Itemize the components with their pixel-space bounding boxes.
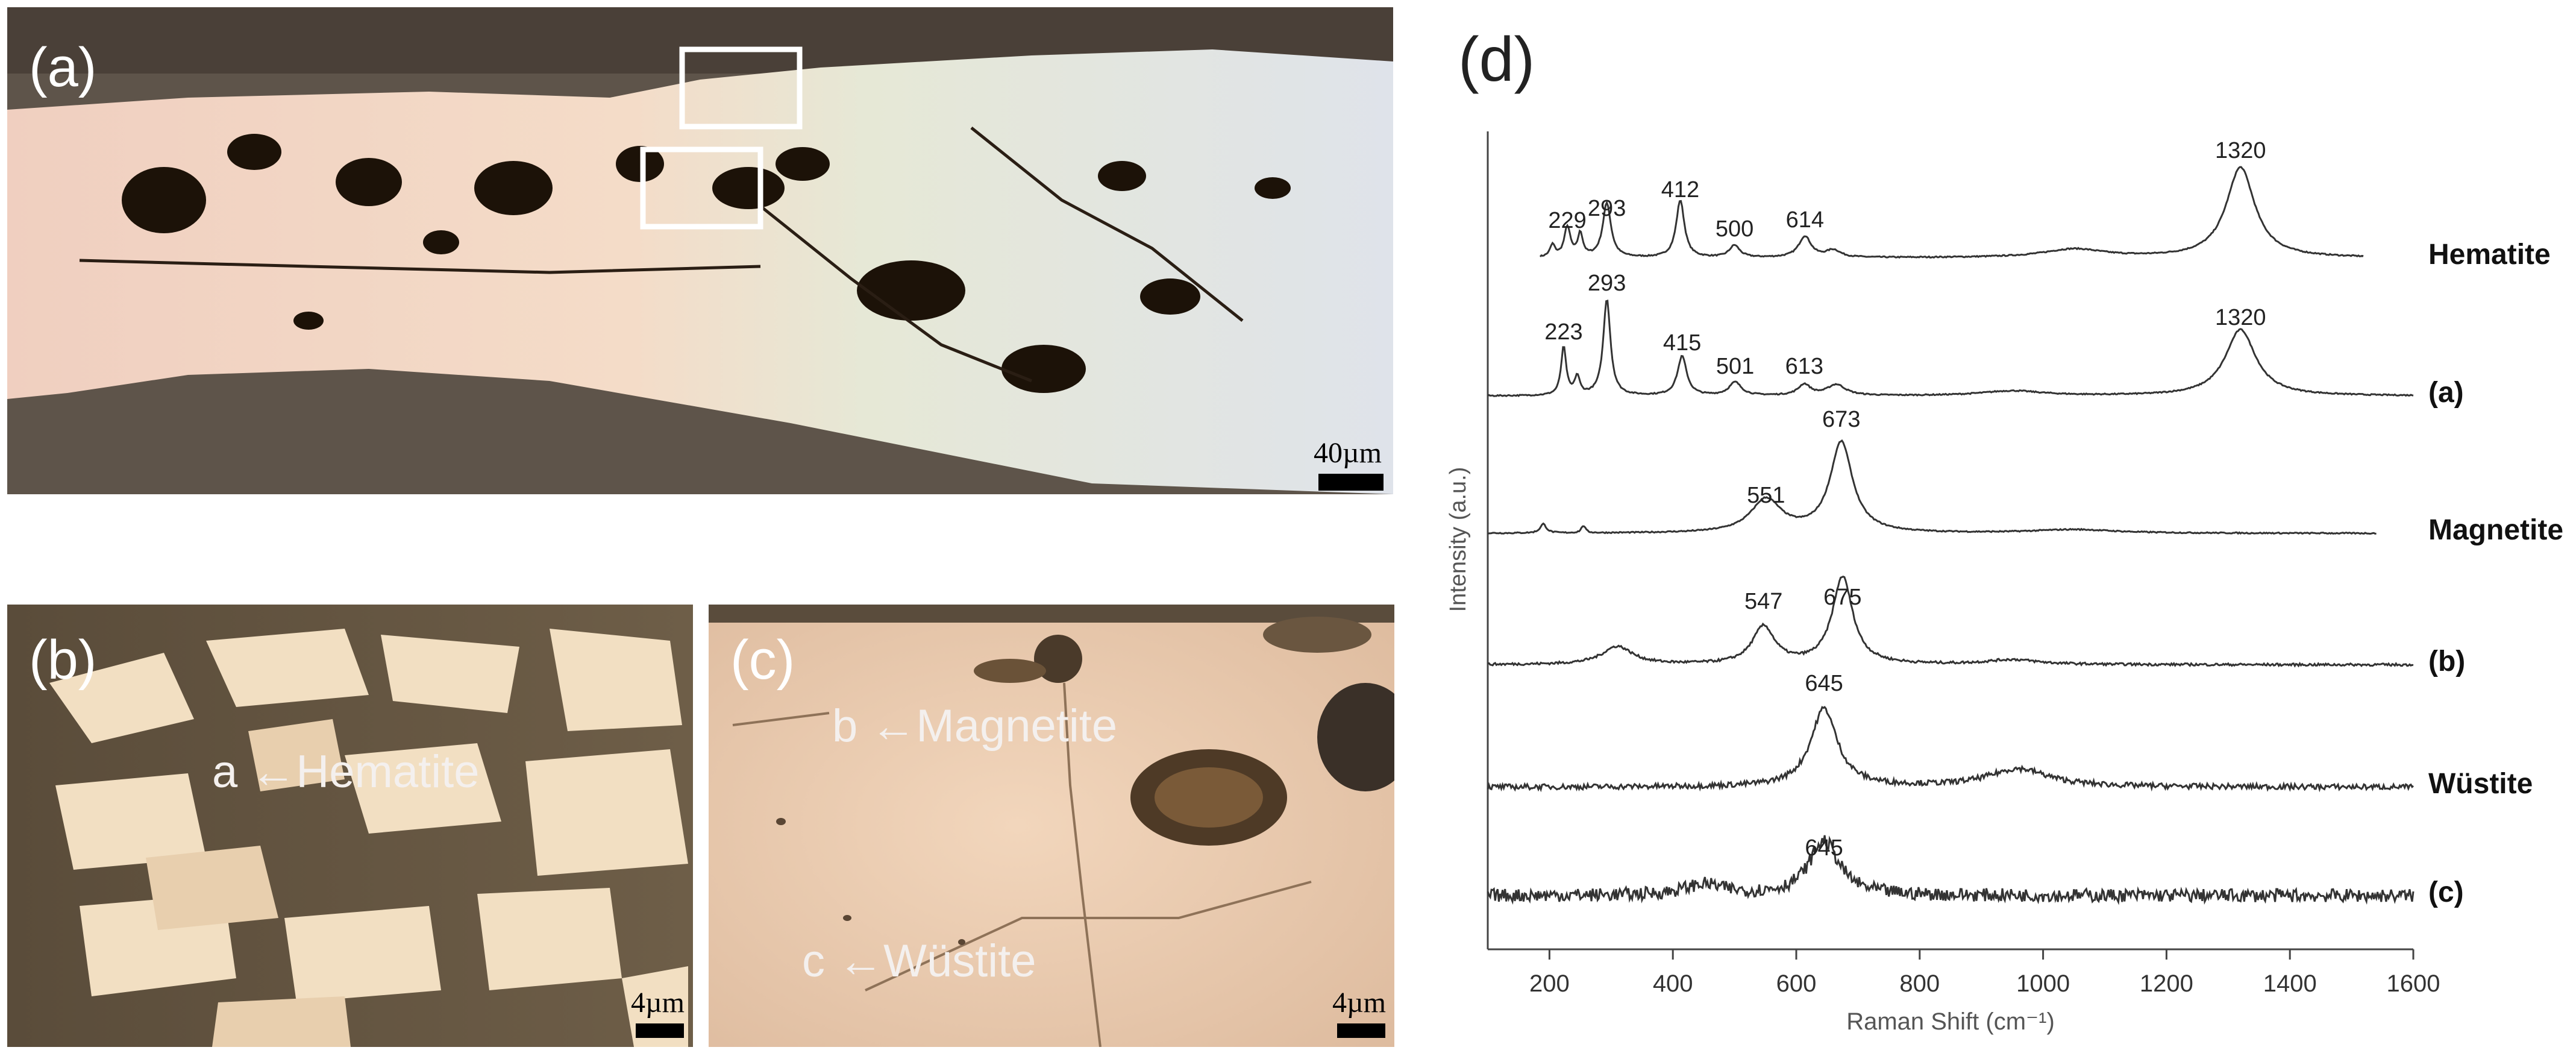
x-tick-label: 800 [1899,970,1940,997]
series-label: (a) [2428,377,2464,409]
hematite-annotation: a ←Hematite [212,746,480,797]
micrograph-panel-b: (b) a ←Hematite 4µm [7,605,693,1047]
micrograph-c-image [709,605,1394,1047]
spectrum-line [1487,835,2415,905]
wustite-annotation: c ←Wüstite [802,935,1036,987]
panel-a-letter: (a) [29,37,97,98]
micrograph-panel-c: (c) b ←Magnetite c ←Wüstite 4µm [709,605,1394,1047]
panel-b-scale-bar [636,1023,684,1038]
peak-label: 551 [1747,483,1785,508]
panel-b-scale-label: 4µm [631,987,685,1019]
series-label: Hematite [2428,239,2551,271]
peak-label: 547 [1744,589,1782,614]
series-label: Magnetite [2428,514,2563,546]
spectrum-line [1487,300,2414,397]
x-tick-label: 200 [1529,970,1570,997]
panel-b-letter: (b) [29,629,97,691]
x-tick-label: 400 [1653,970,1693,997]
peak-label: 1320 [2215,138,2266,163]
peak-label: 675 [1823,585,1861,610]
series-label: Wüstite [2428,768,2533,800]
peak-label: 293 [1588,196,1626,221]
panel-d-letter: (d) [1458,25,1535,95]
x-tick-label: 1400 [2263,970,2317,997]
magnetite-annotation: b ←Magnetite [832,700,1118,752]
micrograph-panel-a: (a) 40µm [7,7,1393,494]
panel-a-scale-label: 40µm [1314,437,1382,469]
peak-label: 501 [1716,354,1754,379]
panel-c-scale-bar [1337,1023,1385,1038]
x-tick-label: 1600 [2387,970,2440,997]
panel-c-scale-label: 4µm [1332,987,1386,1019]
spectrum-line [1487,575,2414,668]
panel-a-scale-bar [1318,474,1384,491]
peak-label: 500 [1716,216,1753,242]
series-label: (b) [2428,646,2465,677]
peak-label: 673 [1822,407,1860,432]
x-tick-label: 1000 [2016,970,2070,997]
spectrum-line [1487,439,2377,535]
series-label: (c) [2428,876,2464,908]
x-tick-label: 600 [1776,970,1817,997]
peak-label: 614 [1786,207,1824,233]
x-axis-label: Raman Shift (cm⁻¹) [1846,1008,2055,1035]
micrograph-a-image [7,7,1393,494]
peak-label: 415 [1663,330,1701,356]
peak-label: 293 [1588,271,1626,296]
panel-c-letter: (c) [730,629,795,691]
peak-label: 412 [1661,177,1699,203]
spectrum-line [1539,166,2364,259]
y-axis-label: Intensity (a.u.) [1446,467,1471,612]
peak-label: 223 [1544,319,1582,345]
peak-label: 645 [1805,671,1843,696]
peak-label: 229 [1548,208,1586,233]
peak-label: 1320 [2215,305,2266,330]
peak-label: 645 [1805,835,1843,861]
peak-label: 613 [1785,354,1823,379]
micrograph-b-image [7,605,693,1047]
x-tick-label: 1200 [2140,970,2193,997]
spectrum-line [1487,706,2414,793]
